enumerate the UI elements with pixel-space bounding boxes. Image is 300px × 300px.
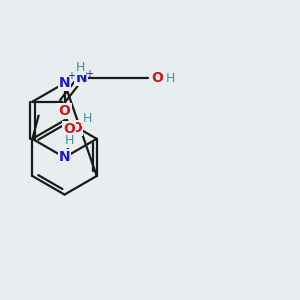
Text: +: + [85, 69, 93, 79]
Text: H: H [64, 134, 74, 147]
Text: H: H [166, 72, 175, 85]
Text: N: N [75, 71, 87, 85]
Text: O: O [70, 121, 82, 135]
Text: +: + [67, 71, 75, 81]
Text: N: N [59, 76, 70, 90]
Text: O: O [152, 71, 164, 85]
Text: H: H [76, 61, 85, 74]
Text: O: O [58, 103, 70, 118]
Text: H: H [82, 112, 92, 125]
Text: O: O [63, 122, 75, 136]
Text: N: N [59, 150, 70, 164]
